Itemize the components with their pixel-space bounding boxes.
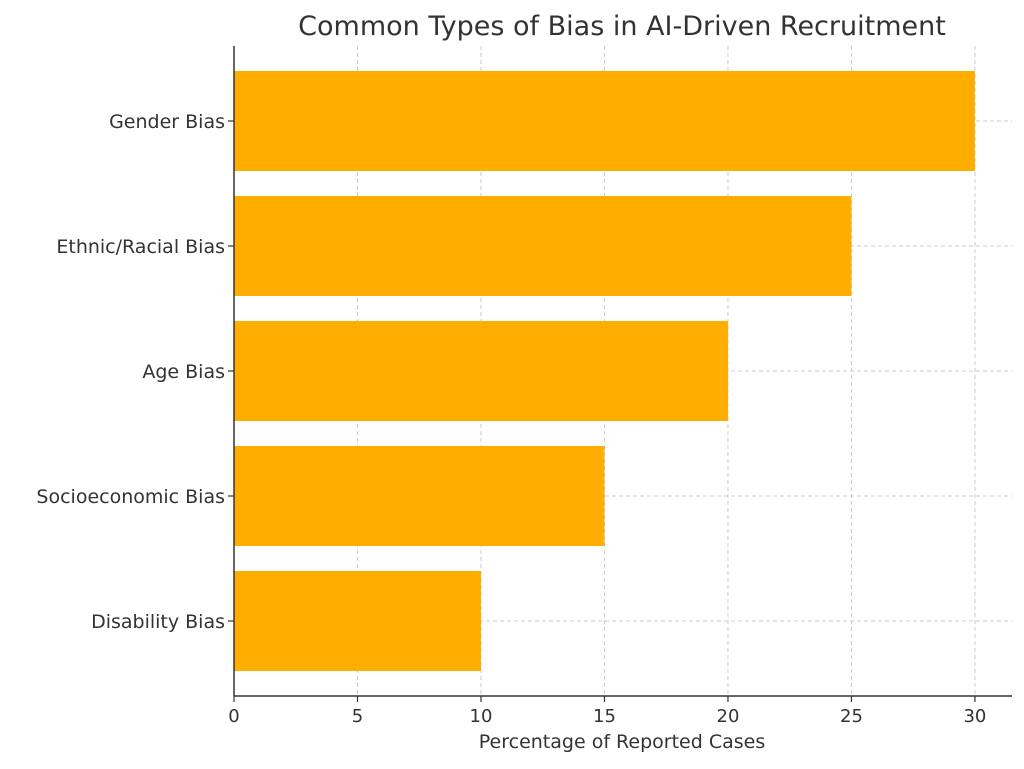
x-tick-label: 20 [717,706,740,727]
x-tick-label: 5 [352,706,363,727]
y-tick-label: Gender Bias [109,111,225,133]
x-axis-label: Percentage of Reported Cases [479,731,765,753]
x-tick-label: 15 [593,706,616,727]
y-tick-label: Age Bias [142,361,225,383]
chart-title: Common Types of Bias in AI-Driven Recrui… [298,11,946,42]
x-tick-label: 0 [228,706,239,727]
bar [234,571,481,671]
x-tick-label: 10 [470,706,493,727]
bars-layer [234,71,975,671]
x-tick-label: 25 [840,706,863,727]
bar [234,196,852,296]
bar [234,446,605,546]
bar [234,71,975,171]
y-tick-label: Socioeconomic Bias [36,486,225,508]
x-tick-label: 30 [963,706,986,727]
y-tick-label: Ethnic/Racial Bias [56,236,225,258]
ticks-layer: 0 5 10 15 20 25 30 Gender Bias Ethnic/Racial Bia… [36,111,986,727]
bar [234,321,728,421]
y-tick-label: Disability Bias [91,611,225,633]
